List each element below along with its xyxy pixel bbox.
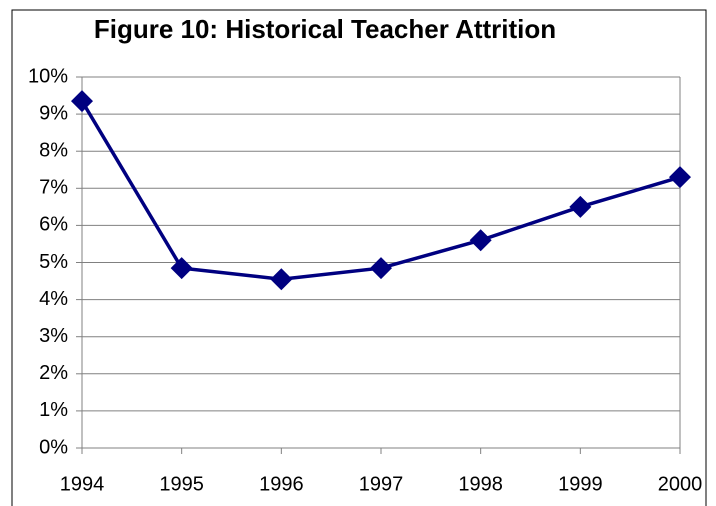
- chart-title: Figure 10: Historical Teacher Attrition: [94, 14, 556, 44]
- y-tick-label: 5%: [39, 251, 68, 273]
- x-tick-label: 1994: [60, 473, 105, 495]
- x-tick-label: 1995: [159, 473, 204, 495]
- y-tick-label: 2%: [39, 362, 68, 384]
- y-tick-label: 8%: [39, 139, 68, 161]
- x-tick-label: 1997: [359, 473, 404, 495]
- marker: [170, 257, 193, 280]
- y-tick-label: 0%: [39, 436, 68, 458]
- chart-frame: [11, 9, 707, 506]
- marker: [669, 166, 691, 189]
- x-tick-label: 1998: [458, 473, 503, 495]
- marker: [71, 90, 93, 113]
- y-tick-label: 6%: [39, 214, 68, 236]
- x-tick-label: 1996: [259, 473, 304, 495]
- y-tick-label: 4%: [39, 288, 68, 310]
- marker: [469, 229, 492, 252]
- y-tick-label: 3%: [39, 325, 68, 347]
- y-tick-label: 1%: [39, 399, 68, 421]
- y-tick-label: 9%: [39, 102, 68, 124]
- marker: [370, 257, 392, 280]
- marker: [569, 195, 592, 218]
- y-tick-label: 7%: [39, 177, 68, 199]
- marker: [270, 268, 293, 291]
- y-tick-label: 10%: [28, 65, 68, 87]
- x-tick-label: 2000: [658, 473, 703, 495]
- x-tick-label: 1999: [558, 473, 603, 495]
